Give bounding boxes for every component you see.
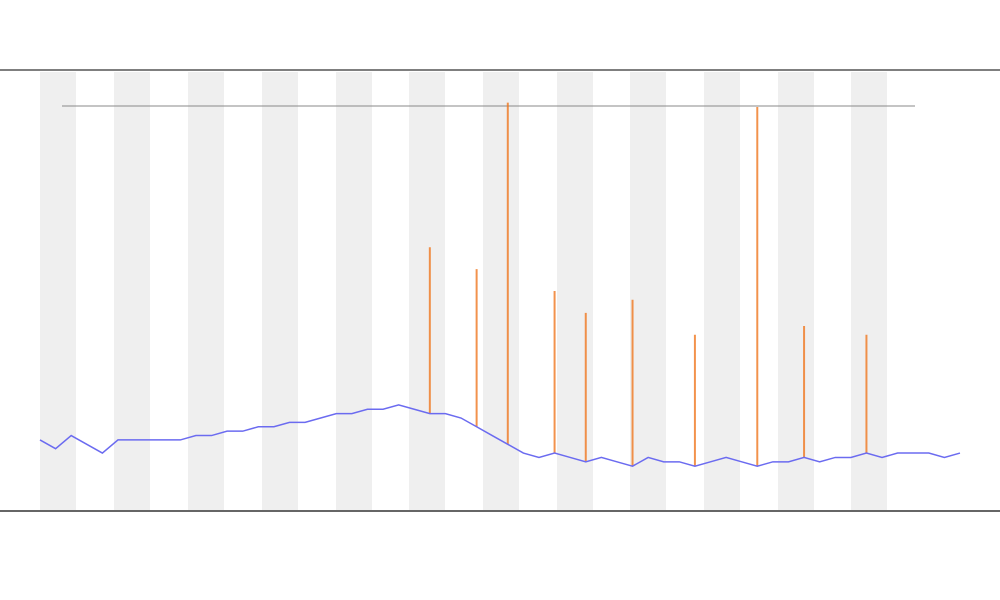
band: [336, 72, 372, 510]
band: [188, 72, 224, 510]
band: [851, 72, 887, 510]
band: [704, 72, 740, 510]
series-line: [39, 404, 961, 468]
band: [409, 72, 445, 510]
band: [630, 72, 666, 510]
band: [262, 72, 298, 510]
band: [114, 72, 150, 510]
bands: [40, 72, 887, 510]
band: [40, 72, 76, 510]
band: [557, 72, 593, 510]
band: [483, 72, 519, 510]
band: [778, 72, 814, 510]
